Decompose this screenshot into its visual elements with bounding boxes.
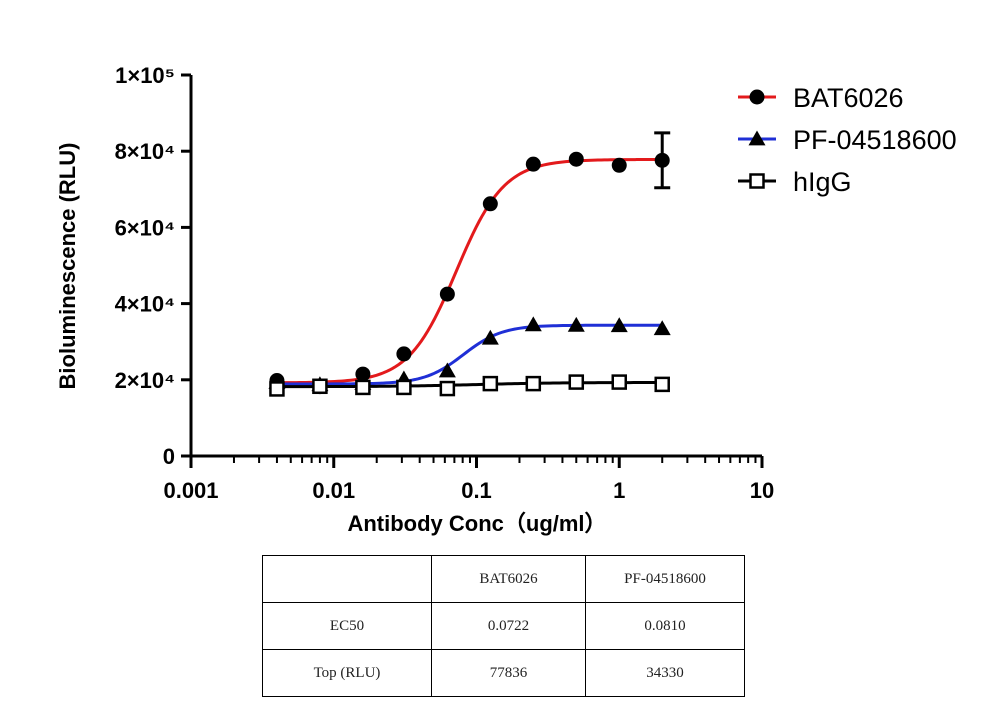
y-tick-label: 2×10⁴	[115, 368, 175, 393]
table-cell: 77836	[431, 649, 586, 697]
legend-label: PF-04518600	[793, 125, 957, 155]
data-point-hIgG	[482, 375, 499, 392]
data-point-hIgG	[312, 378, 328, 395]
data-point-PF-04518600	[653, 320, 671, 336]
y-tick-label: 1×10⁵	[115, 63, 175, 88]
data-point-BAT6026	[355, 366, 371, 382]
data-point-hIgG	[355, 379, 371, 396]
table-header-row: BAT6026 PF-04518600	[262, 555, 745, 603]
data-point-PF-04518600	[438, 362, 456, 378]
data-point-PF-04518600	[567, 316, 585, 332]
axes: 0 2×10⁴ 4×10⁴ 6×10⁴ 8×10⁴ 1×10⁵ 0.001 0.01 0.1 1 1…	[115, 63, 775, 503]
data-point-hIgG	[611, 374, 627, 390]
x-tick-label: 1	[613, 478, 625, 503]
data-point-hIgG	[568, 374, 585, 390]
legend-marker	[749, 89, 765, 105]
table-cell: 0.0722	[431, 602, 586, 650]
dose-response-chart: 0 2×10⁴ 4×10⁴ 6×10⁴ 8×10⁴ 1×10⁵ 0.001 0.01 0.1 1 1…	[55, 63, 957, 536]
ec50-summary-table: BAT6026 PF-04518600 EC50 0.0722 0.0810 T…	[262, 555, 745, 697]
table-row: EC50 0.0722 0.0810	[262, 602, 745, 650]
legend-marker	[748, 130, 766, 146]
data-point-BAT6026	[439, 286, 455, 302]
x-tick-label: 0.001	[163, 478, 218, 503]
x-tick-label: 10	[750, 478, 774, 503]
data-point-BAT6026	[396, 346, 412, 362]
y-tick-label: 6×10⁴	[115, 215, 175, 240]
table-cell: 0.0810	[585, 602, 745, 650]
data-point-hIgG	[654, 376, 670, 393]
table-header-cell: BAT6026	[431, 555, 586, 603]
data-point-PF-04518600	[481, 329, 499, 345]
y-tick-label: 4×10⁴	[115, 292, 175, 317]
data-points	[268, 131, 671, 397]
fit-curve-BAT6026	[276, 157, 663, 385]
table-row: Top (RLU) 77836 34330	[262, 649, 745, 697]
y-tick-label: 8×10⁴	[115, 139, 175, 164]
y-tick-label: 0	[163, 444, 175, 469]
fit-curve-PF-04518600	[276, 323, 663, 386]
data-point-BAT6026	[611, 157, 627, 173]
data-point-hIgG	[439, 380, 456, 397]
data-point-BAT6026	[525, 156, 541, 172]
x-axis-label: Antibody Conc（ug/ml）	[347, 511, 606, 536]
data-point-PF-04518600	[524, 316, 542, 332]
legend-marker	[749, 173, 765, 189]
table-cell: Top (RLU)	[262, 649, 432, 697]
y-axis-label: Bioluminescence (RLU)	[55, 143, 80, 390]
legend: BAT6026 PF-04518600 hIgG	[738, 83, 957, 197]
fit-curve-hIgG	[276, 381, 663, 389]
x-tick-label: 0.1	[461, 478, 492, 503]
x-tick-label: 0.01	[312, 478, 355, 503]
table-cell: EC50	[262, 602, 432, 650]
table-header-cell	[262, 555, 432, 603]
data-point-hIgG	[525, 375, 542, 392]
legend-label: BAT6026	[793, 83, 904, 113]
fit-curves	[276, 157, 663, 389]
data-point-BAT6026	[568, 151, 584, 167]
data-point-BAT6026	[654, 152, 670, 168]
legend-label: hIgG	[793, 167, 852, 197]
data-point-hIgG	[396, 379, 412, 396]
data-point-hIgG	[269, 381, 285, 397]
data-point-PF-04518600	[610, 317, 628, 333]
table-cell: 34330	[585, 649, 745, 697]
data-point-BAT6026	[482, 196, 498, 212]
table-header-cell: PF-04518600	[585, 555, 745, 603]
